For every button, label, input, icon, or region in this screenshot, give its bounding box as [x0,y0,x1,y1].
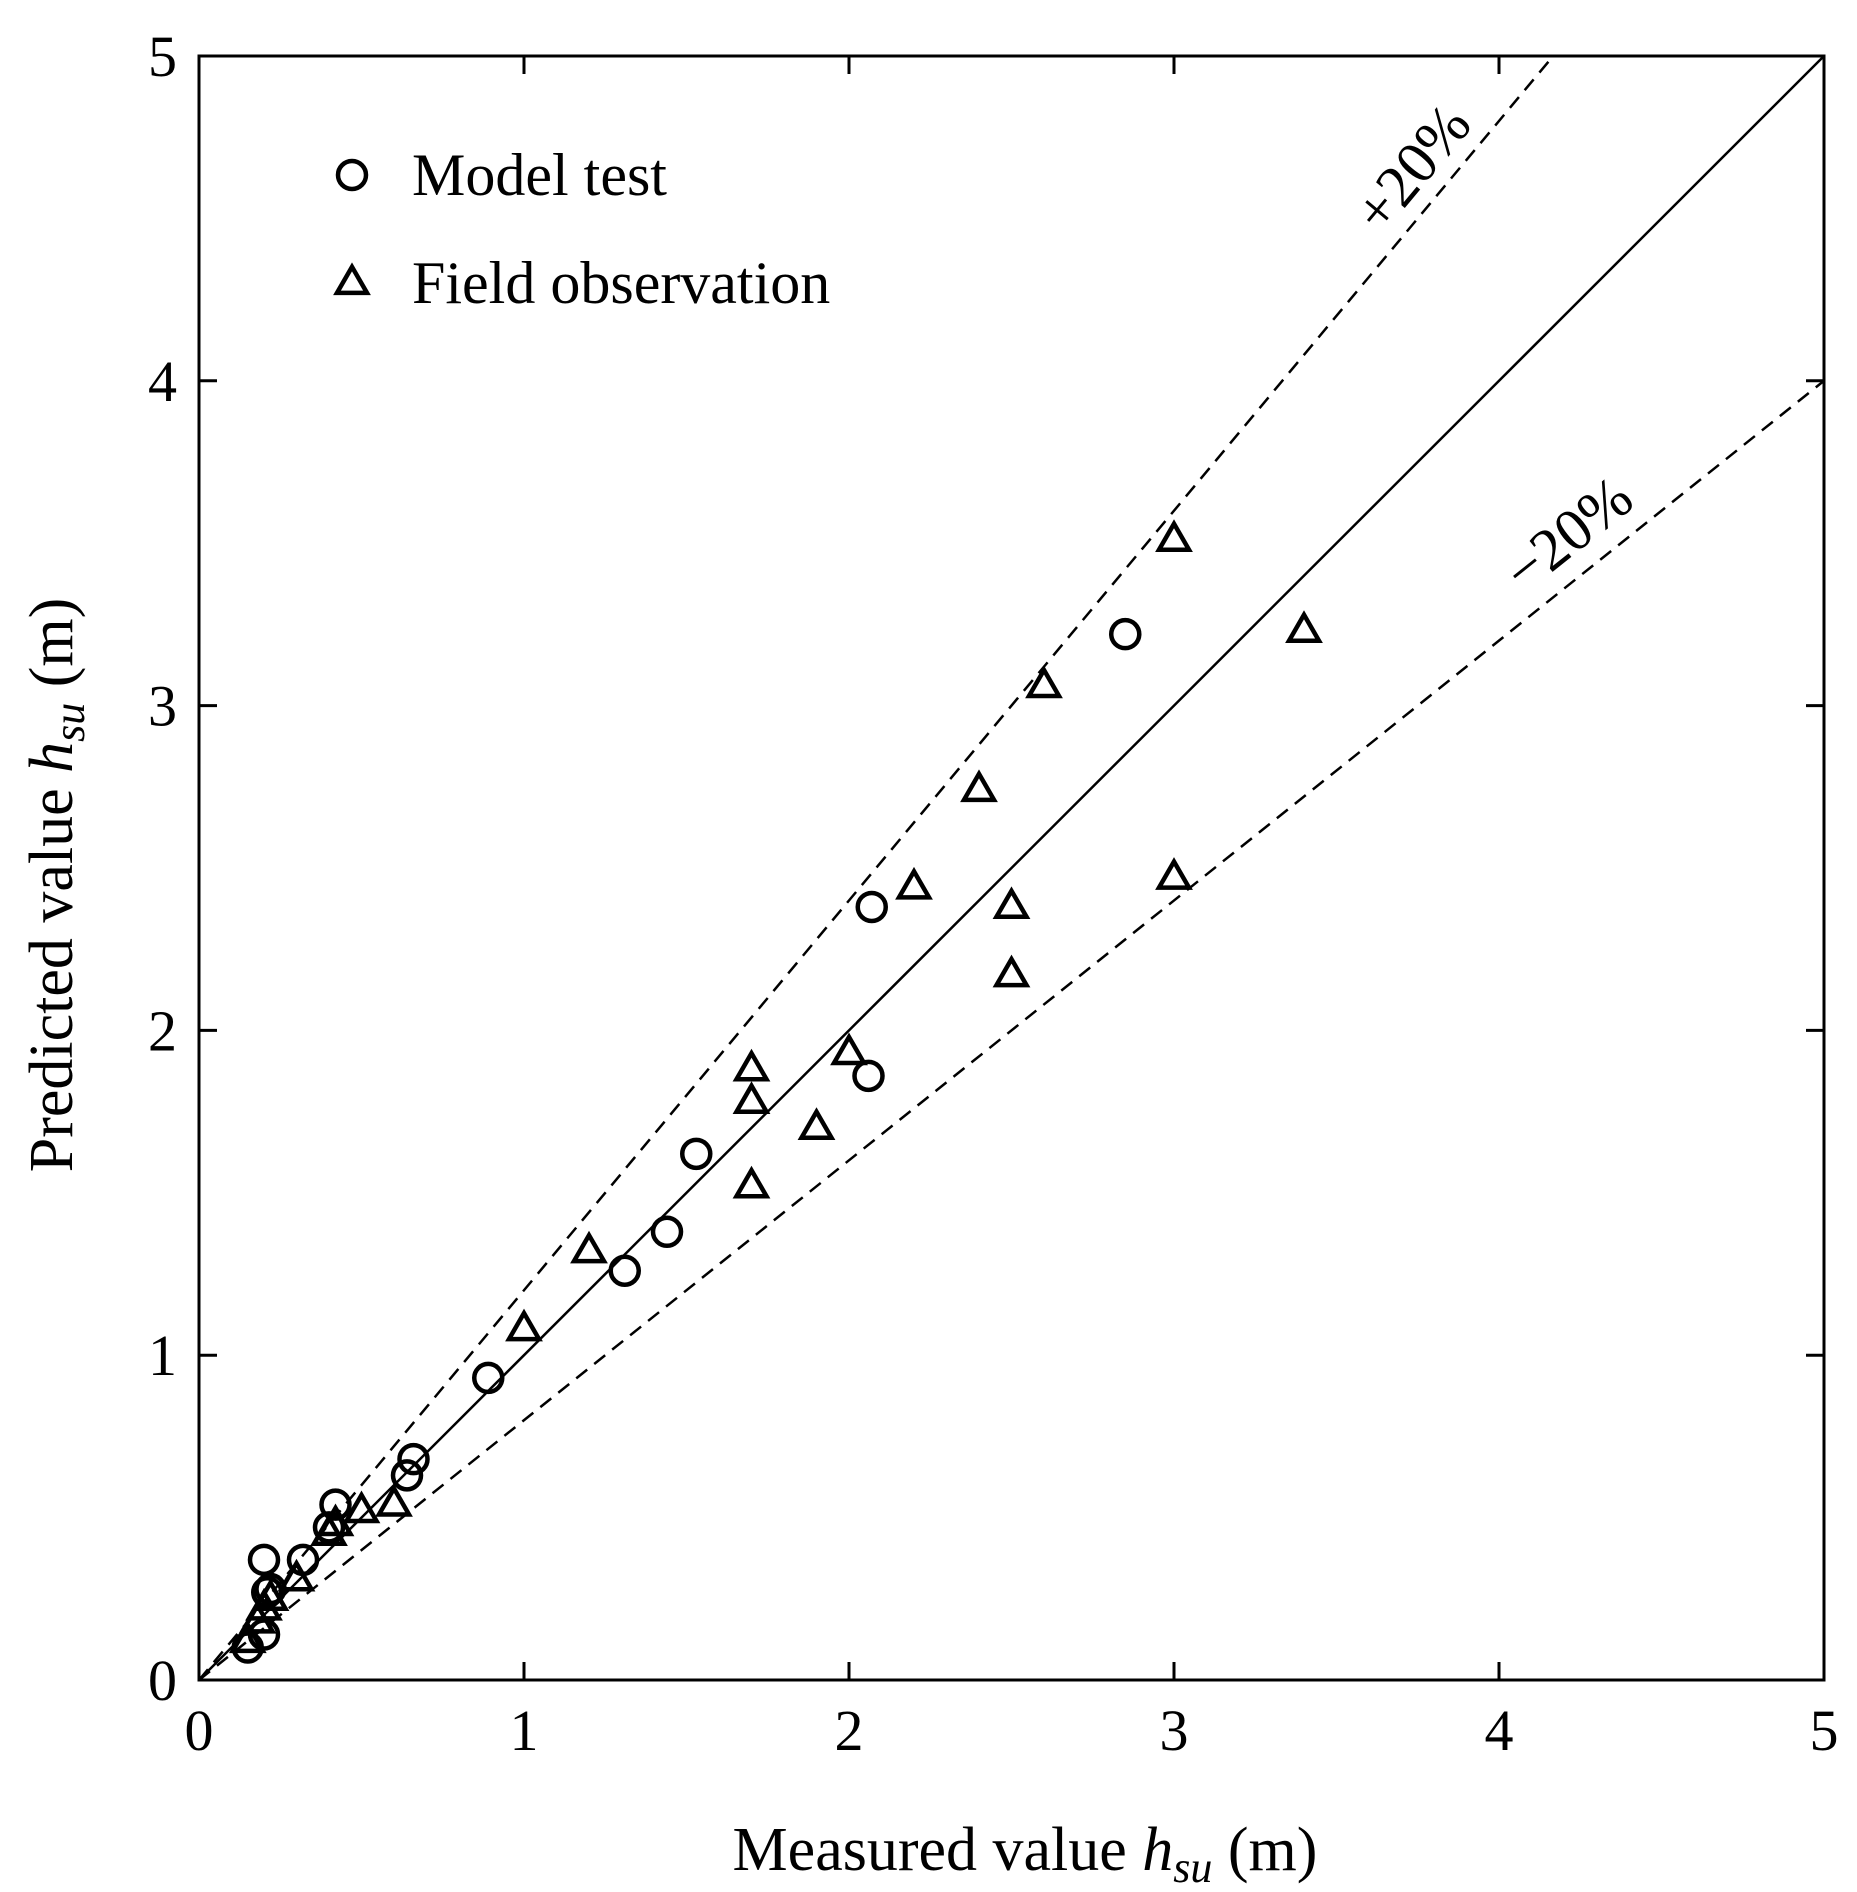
y-axis-label: Predicted value hsu (m) [18,598,94,1173]
model-test-point [390,1459,424,1492]
annotation-plus-20: +20% [1341,92,1484,245]
y-tick-label: 5 [148,24,177,89]
model-test-point [608,1254,641,1288]
field-observation-point [1025,665,1063,699]
field-observation-point [1155,857,1193,890]
legend-circle-marker [335,158,369,192]
field-observation-point [1285,610,1323,644]
identity-line [198,55,1825,1681]
annotation-minus-20: −20% [1491,463,1645,604]
x-tick-label: 0 [185,1698,214,1763]
x-axis-label-sub: su [1173,1843,1212,1892]
dashed-line-plus-20 [198,55,1555,1681]
model-test-point [319,1488,352,1521]
y-tick-label: 4 [148,349,177,414]
model-test-point [247,1543,281,1577]
x-axis-label-prefix: Measured value [733,1816,1143,1884]
y-tick-label: 3 [148,674,177,739]
field-observation-point [732,1165,771,1199]
field-observation-point [316,1503,355,1537]
field-observation-point [992,886,1031,920]
plot-area-border [197,54,1826,1682]
y-axis-label-suffix: (m) [18,598,86,703]
x-axis-label-suffix: (m) [1212,1816,1317,1884]
x-tick-label: 4 [1485,1698,1514,1763]
field-observation-point [960,769,998,803]
field-observation-point [505,1308,543,1342]
legend-label-field-observation: Field observation [412,250,830,316]
legend: Model test Field observation [333,142,830,316]
model-test-point [852,1059,885,1093]
field-observation-point [251,1578,290,1611]
plot-frame [197,54,1826,1682]
y-tick-label: 1 [148,1323,177,1388]
field-observation-point [895,866,933,900]
y-tick-label: 2 [148,998,177,1063]
x-axis-label: Measured value hsu (m) [733,1816,1318,1892]
x-tick-label: 1 [510,1698,539,1763]
legend-label-model-test: Model test [412,142,667,208]
model-test-point [472,1361,505,1395]
y-axis-label-var: h [18,742,86,773]
model-test-point [251,1576,284,1609]
field-observation-point [797,1107,836,1140]
y-axis-label-prefix: Predicted value [18,773,86,1172]
field-observation-point [228,1620,267,1654]
model-test-point [680,1137,713,1171]
line-annotations: +20% −20% [1341,92,1645,605]
field-observation-point [830,1032,868,1066]
field-observation-point [570,1230,608,1264]
data-points [228,519,1323,1664]
y-tick-label: 0 [148,1648,177,1713]
x-tick-label: 5 [1810,1698,1839,1763]
axis-ticks: 0 1 2 3 4 5 0 1 2 3 4 5 [148,24,1839,1763]
field-observation-point [342,1490,381,1524]
field-observation-point [375,1483,413,1517]
y-axis-label-sub: su [45,703,94,742]
field-observation-point [277,1558,316,1592]
model-test-point [650,1215,684,1249]
field-observation-point [732,1048,771,1082]
model-test-point [397,1442,430,1476]
reference-lines [198,55,1825,1681]
field-observation-point [1155,519,1193,553]
dashed-line-minus-20 [198,379,1825,1681]
x-tick-label: 2 [835,1698,864,1763]
field-observation-point [732,1081,771,1114]
x-tick-label: 3 [1160,1698,1189,1763]
field-observation-point [992,954,1031,988]
model-test-point [855,890,888,924]
x-axis-label-var: h [1142,1816,1173,1884]
model-test-point [1109,617,1142,651]
legend-triangle-marker [333,262,371,296]
